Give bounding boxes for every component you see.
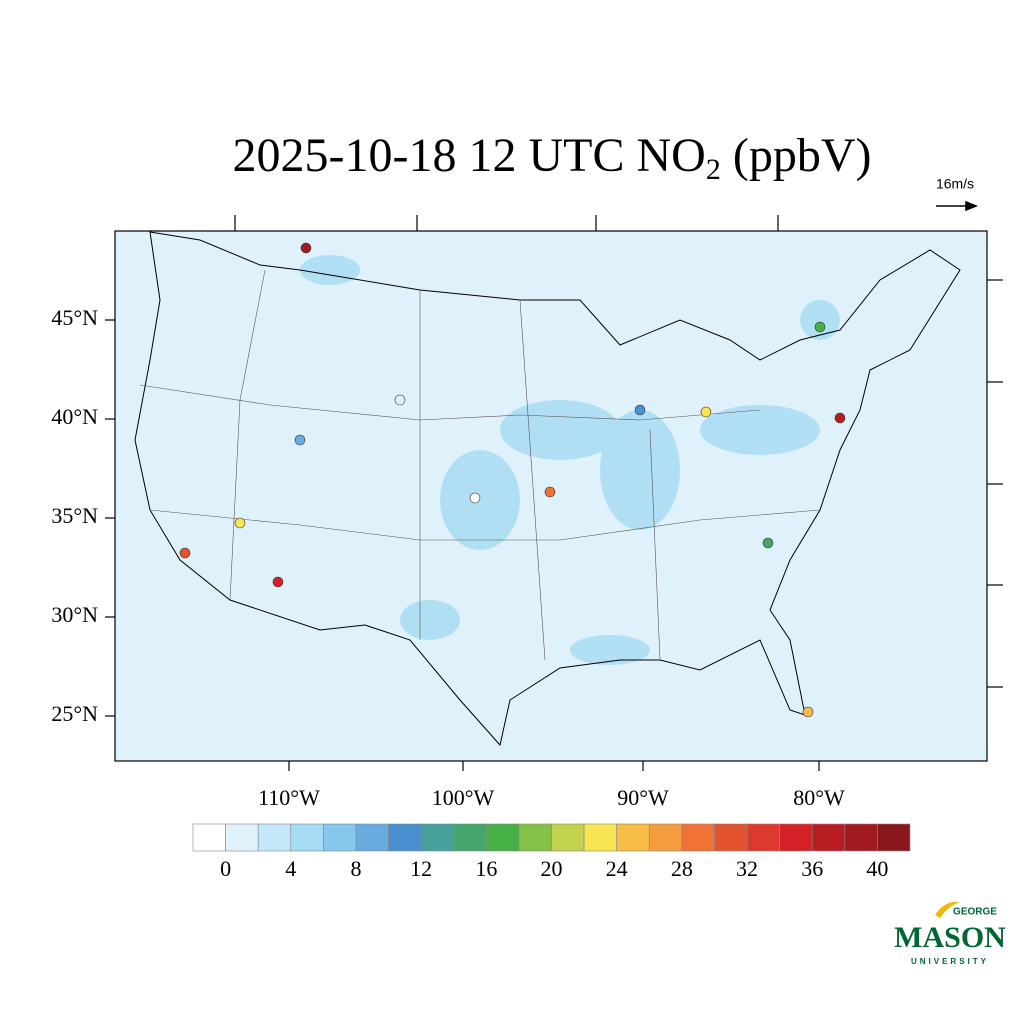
colorbar-tick-label: 8: [350, 856, 361, 881]
colorbar-tick-label: 28: [671, 856, 693, 881]
colorbar-box: [877, 823, 911, 852]
vector-reference-arrow: [936, 200, 979, 212]
colorbar-box: [583, 823, 617, 852]
title-suffix: (ppbV): [721, 129, 872, 182]
colorbar-box: [616, 823, 650, 852]
colorbar-box: [844, 823, 878, 852]
colorbar-box: [323, 823, 357, 852]
title-main: 2025-10-18 12 UTC NO: [233, 129, 706, 182]
colorbar-box: [388, 823, 422, 852]
colorbar-box: [714, 823, 748, 852]
colorbar-box: [746, 823, 780, 852]
lon-label: 110°W: [258, 785, 320, 810]
colorbar-tick-label: 16: [475, 856, 497, 881]
colorbar-box: [290, 823, 324, 852]
colorbar-tick-label: 24: [606, 856, 628, 881]
title: 2025-10-18 12 UTC NO2 (ppbV): [233, 129, 872, 186]
logo: GEORGE MASON UNIVERSITY: [894, 901, 1006, 966]
vector-reference-label: 16m/s: [936, 176, 974, 192]
title-subscript: 2: [706, 153, 721, 186]
lat-label: 35°N: [51, 503, 98, 528]
colorbar-tick-label: 12: [410, 856, 432, 881]
colorbar-box: [355, 823, 389, 852]
colorbar-tick-label: 36: [801, 856, 823, 881]
logo-top: GEORGE: [953, 907, 997, 918]
axis-labels: 45°N 40°N 35°N 30°N 25°N 110°W 100°W 90°W 80°W: [51, 305, 845, 810]
colorbar-box: [486, 823, 520, 852]
colorbar-tick-label: 20: [541, 856, 563, 881]
colorbar-box: [225, 823, 259, 852]
colorbar-box: [648, 823, 683, 852]
colorbar-box: [551, 823, 585, 852]
colorbar-tick-label: 32: [736, 856, 758, 881]
colorbar-box: [811, 823, 846, 852]
logo-bottom: UNIVERSITY: [911, 957, 989, 966]
colorbar-tick-label: 0: [220, 856, 231, 881]
lat-label: 40°N: [51, 404, 98, 429]
colorbar-box: [779, 823, 813, 852]
stations: [179, 242, 846, 718]
colorbar-box: [420, 823, 455, 852]
colorbar: 0 4 8 12 16 20 24 28 32 36 40: [192, 823, 911, 881]
lat-label: 45°N: [51, 305, 98, 330]
colorbar-box: [681, 823, 715, 852]
colorbar-box: [192, 823, 226, 852]
top-ticks: [105, 215, 1003, 771]
lon-label: 90°W: [617, 785, 669, 810]
concentration-field: [300, 255, 840, 665]
map: [105, 215, 1003, 771]
colorbar-tick-label: 40: [866, 856, 888, 881]
lat-label: 30°N: [51, 602, 98, 627]
lon-label: 80°W: [793, 785, 845, 810]
state-borders: [139, 269, 821, 661]
colorbar-box: [518, 823, 552, 852]
colorbar-box: [257, 823, 292, 852]
lat-label: 25°N: [51, 701, 98, 726]
colorbar-tick-label: 4: [285, 856, 296, 881]
colorbar-box: [453, 823, 487, 852]
logo-main: MASON: [894, 921, 1006, 954]
lon-label: 100°W: [432, 785, 495, 810]
